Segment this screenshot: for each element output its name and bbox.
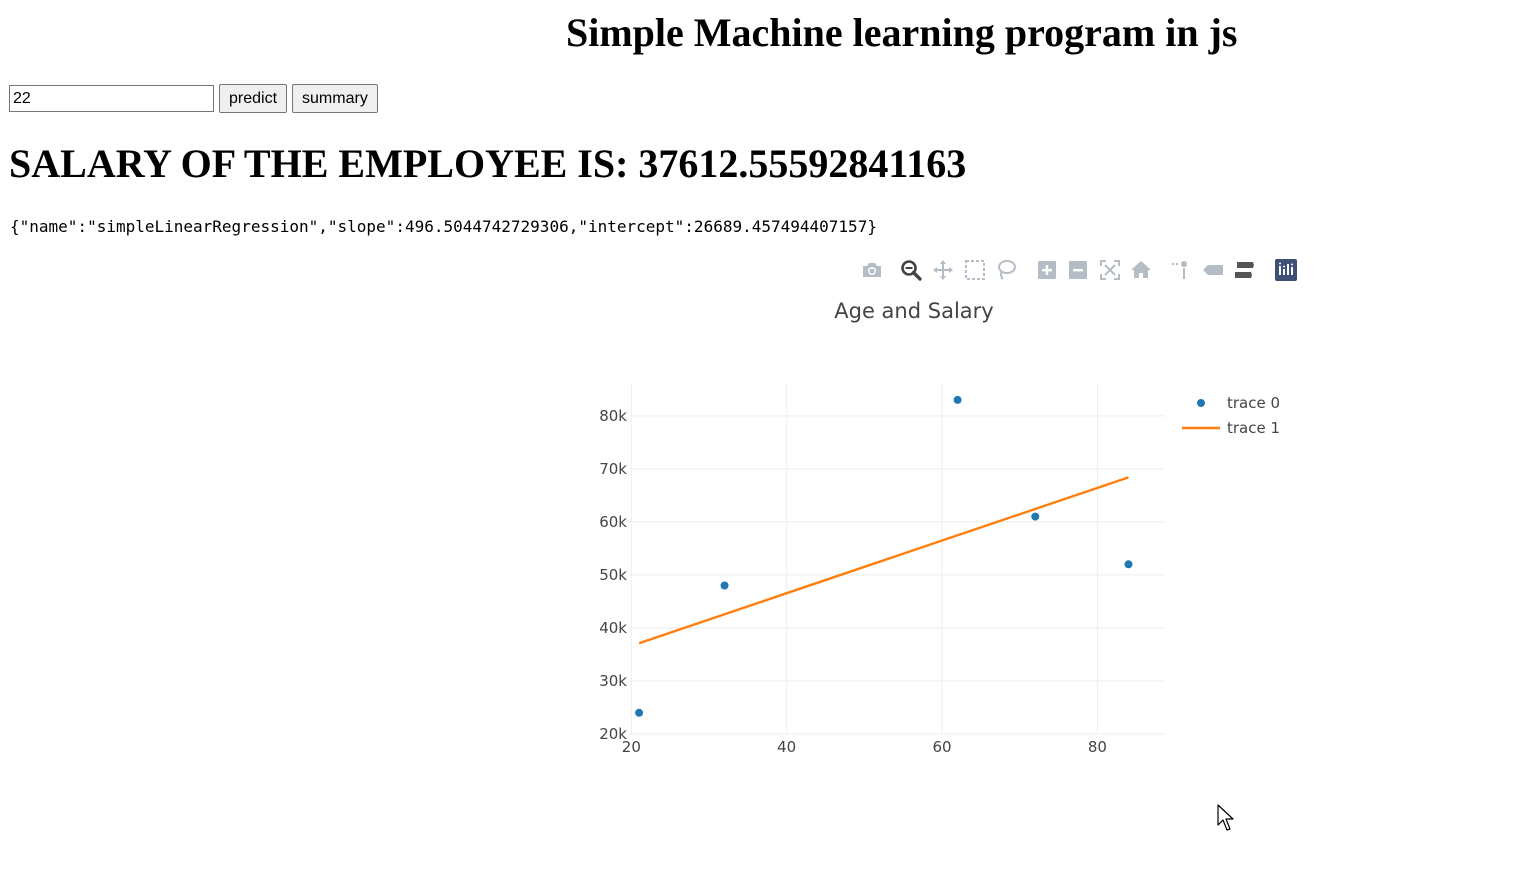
data-point[interactable] (953, 395, 962, 404)
reset-axes-icon[interactable] (1129, 258, 1153, 282)
data-point[interactable] (1124, 560, 1133, 569)
summary-button[interactable]: summary (292, 84, 378, 113)
salary-result: SALARY OF THE EMPLOYEE IS: 37612.5559284… (9, 141, 967, 186)
y-tick-label: 40k (599, 619, 627, 637)
model-summary: {"name":"simpleLinearRegression","slope"… (10, 217, 877, 236)
x-tick-label: 20 (622, 738, 641, 756)
chart-modebar (858, 256, 1300, 284)
chart-tick-labels: 20 40 60 80 20k 30k 40k 50k 60k 70k 80k (599, 407, 1107, 756)
x-tick-label: 40 (777, 738, 796, 756)
legend-marker-trace-0[interactable] (1197, 399, 1205, 407)
x-tick-label: 60 (933, 738, 952, 756)
page-title: Simple Machine learning program in js (566, 10, 1238, 55)
mouse-cursor-icon (1217, 804, 1234, 831)
age-input[interactable] (9, 85, 214, 112)
y-tick-label: 60k (599, 513, 627, 531)
controls-row: predict summary (9, 84, 383, 113)
zoom-out-icon[interactable] (1066, 258, 1090, 282)
y-tick-label: 70k (599, 460, 627, 478)
x-tick-label: 80 (1088, 738, 1107, 756)
hover-closest-icon[interactable] (1201, 258, 1225, 282)
legend-label-trace-0[interactable]: trace 0 (1227, 394, 1280, 412)
y-tick-label: 80k (599, 407, 627, 425)
chart-series[interactable] (635, 395, 1133, 717)
data-point[interactable] (720, 581, 729, 590)
chart-title: Age and Salary (834, 299, 993, 323)
predict-button[interactable]: predict (219, 84, 288, 113)
spike-lines-icon[interactable] (1169, 258, 1193, 282)
box-select-icon[interactable] (963, 258, 987, 282)
lasso-select-icon[interactable] (994, 258, 1018, 282)
camera-icon[interactable] (860, 258, 884, 282)
chart-grid (629, 384, 1165, 735)
chart-legend[interactable]: trace 0 trace 1 (1182, 394, 1280, 437)
data-point[interactable] (635, 708, 644, 717)
plotly-logo-icon[interactable] (1274, 258, 1298, 282)
pan-icon[interactable] (931, 258, 955, 282)
zoom-in-icon[interactable] (1035, 258, 1059, 282)
y-tick-label: 30k (599, 672, 627, 690)
autoscale-icon[interactable] (1098, 258, 1122, 282)
hover-compare-icon[interactable] (1233, 258, 1257, 282)
zoom-icon[interactable] (899, 258, 923, 282)
data-point[interactable] (1031, 512, 1040, 521)
legend-label-trace-1[interactable]: trace 1 (1227, 419, 1280, 437)
y-tick-label: 50k (599, 566, 627, 584)
regression-line[interactable] (638, 476, 1129, 645)
y-tick-label: 20k (599, 725, 627, 743)
